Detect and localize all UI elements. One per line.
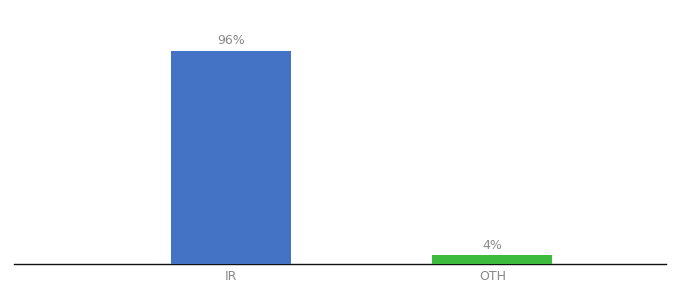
Text: 96%: 96% bbox=[218, 34, 245, 47]
Bar bbox=[432, 255, 552, 264]
Bar bbox=[171, 51, 291, 264]
Text: 4%: 4% bbox=[482, 239, 503, 252]
